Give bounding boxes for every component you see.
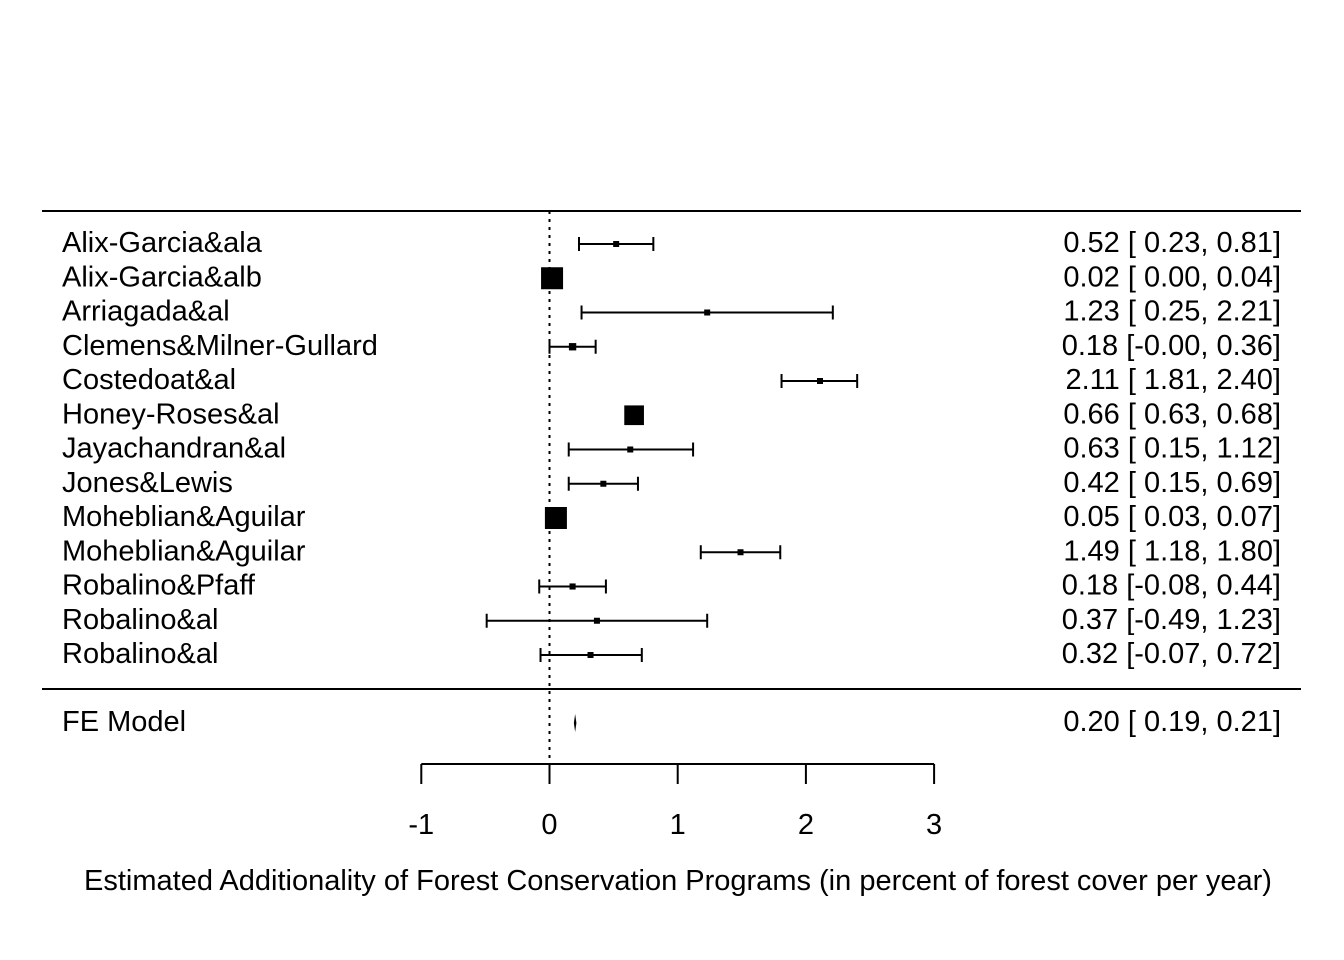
study-label: Clemens&Milner-Gullard <box>62 330 378 362</box>
estimate-ci-text: 0.18 [-0.08, 0.44] <box>1062 570 1281 602</box>
point-estimate-box <box>627 446 634 453</box>
x-axis-tick-label: 1 <box>670 809 686 841</box>
estimate-ci-text: 2.11 [ 1.81, 2.40] <box>1065 364 1281 396</box>
study-label: Moheblian&Aguilar <box>62 535 306 567</box>
point-estimate-box <box>569 583 576 590</box>
x-axis: -1 0 1 2 3 <box>408 763 942 841</box>
study-label: Honey-Roses&al <box>62 398 280 430</box>
study-label: Jones&Lewis <box>62 467 233 499</box>
estimate-ci-text: 0.05 [ 0.03, 0.07] <box>1063 501 1281 533</box>
study-rows: Alix-Garcia&ala 0.52 [ 0.23, 0.81] Alix-Ga… <box>62 227 1281 670</box>
x-axis-tick-label: 2 <box>798 809 814 841</box>
estimate-ci-text: 1.23 [ 0.25, 2.21] <box>1063 296 1281 328</box>
estimate-ci-text: 0.63 [ 0.15, 1.12] <box>1063 433 1281 465</box>
study-label: Alix-Garcia&alb <box>62 261 262 293</box>
summary-label: FE Model <box>62 706 186 738</box>
point-estimate-box <box>624 405 644 426</box>
study-label: Arriagada&al <box>62 296 230 328</box>
estimate-ci-text: 0.42 [ 0.15, 0.69] <box>1063 467 1281 499</box>
point-estimate-box <box>817 378 824 384</box>
study-label: Robalino&al <box>62 638 218 670</box>
point-estimate-box <box>568 343 577 351</box>
study-label: Moheblian&Aguilar <box>62 501 306 533</box>
estimate-ci-text: 1.49 [ 1.18, 1.80] <box>1063 535 1281 567</box>
estimate-ci-text: 0.32 [-0.07, 0.72] <box>1062 638 1281 670</box>
x-axis-title: Estimated Additionality of Forest Conser… <box>84 865 1272 897</box>
study-label: Costedoat&al <box>62 364 236 396</box>
estimate-ci-text: 0.66 [ 0.63, 0.68] <box>1063 398 1281 430</box>
point-estimate-box <box>704 309 711 316</box>
estimate-ci-text: 0.02 [ 0.00, 0.04] <box>1063 261 1281 293</box>
study-label: Alix-Garcia&ala <box>62 227 263 259</box>
point-estimate-box <box>544 507 567 529</box>
summary-estimate-ci-text: 0.20 [ 0.19, 0.21] <box>1063 706 1281 738</box>
estimate-ci-text: 0.52 [ 0.23, 0.81] <box>1063 227 1281 259</box>
estimate-ci-text: 0.18 [-0.00, 0.36] <box>1062 330 1281 362</box>
x-axis-tick-label: -1 <box>408 809 434 841</box>
study-label: Robalino&Pfaff <box>62 570 256 602</box>
point-estimate-box <box>587 652 594 658</box>
point-estimate-box <box>541 267 564 290</box>
summary-row: FE Model 0.20 [ 0.19, 0.21] <box>62 706 1281 738</box>
summary-diamond <box>573 714 577 732</box>
study-label: Jayachandran&al <box>62 433 286 465</box>
point-estimate-box <box>600 480 607 487</box>
estimate-ci-text: 0.37 [-0.49, 1.23] <box>1062 604 1281 636</box>
point-estimate-box <box>613 241 620 247</box>
x-axis-tick-label: 3 <box>926 809 942 841</box>
point-estimate-box <box>593 617 600 624</box>
point-estimate-box <box>737 549 744 556</box>
study-label: Robalino&al <box>62 604 218 636</box>
x-axis-tick-label: 0 <box>541 809 557 841</box>
